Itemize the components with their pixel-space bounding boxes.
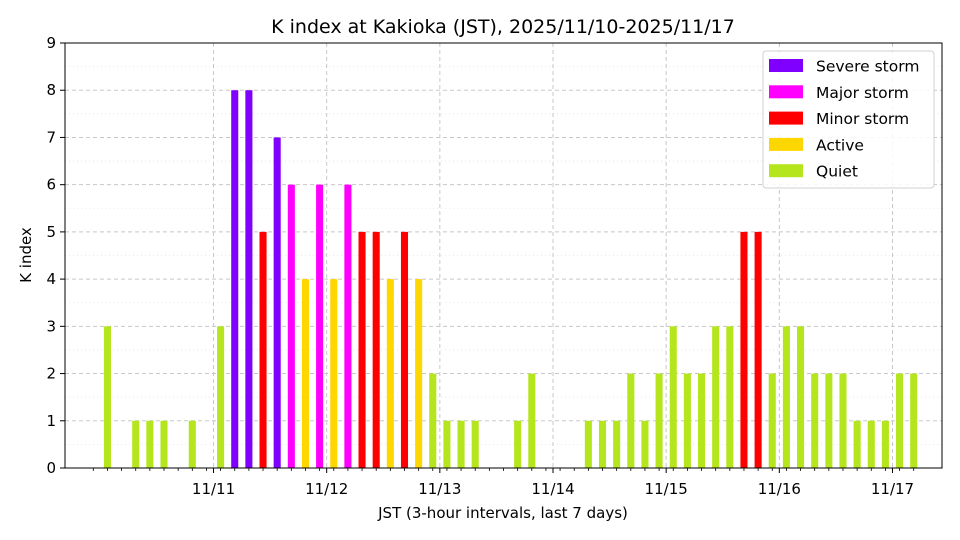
- bar: [344, 184, 352, 468]
- bar: [726, 326, 734, 468]
- bar: [910, 373, 918, 468]
- legend-swatch: [769, 59, 803, 72]
- bar: [386, 279, 394, 468]
- bars: [103, 90, 918, 468]
- bar: [259, 231, 267, 468]
- bar: [188, 420, 196, 468]
- legend: Severe storm Major storm Minor storm Active…: [762, 50, 935, 189]
- y-tick-label: 6: [46, 176, 56, 194]
- x-tick-label: 11/12: [305, 480, 348, 498]
- bar: [245, 90, 253, 468]
- chart-title: K index at Kakioka (JST), 2025/11/10-202…: [271, 16, 735, 38]
- x-axis-label: JST (3-hour intervals, last 7 days): [377, 504, 628, 522]
- bar: [443, 420, 451, 468]
- legend-swatch: [769, 164, 803, 178]
- bar: [825, 373, 833, 468]
- bar: [132, 420, 140, 468]
- x-tick-label: 11/17: [871, 480, 914, 498]
- bar: [853, 420, 861, 468]
- bar: [146, 420, 154, 468]
- bar: [613, 420, 621, 468]
- bar: [697, 373, 706, 468]
- bar: [881, 420, 889, 468]
- bar: [740, 231, 748, 468]
- y-tick-label: 8: [46, 81, 56, 99]
- legend-swatch: [769, 85, 803, 99]
- bar: [372, 231, 380, 468]
- bar: [457, 420, 465, 468]
- bar: [301, 279, 310, 468]
- legend-swatch: [769, 137, 803, 151]
- legend-label: Major storm: [816, 84, 909, 102]
- bar: [273, 137, 281, 468]
- x-tick-label: 11/15: [645, 480, 688, 498]
- y-tick-label: 2: [46, 365, 56, 383]
- bar: [514, 420, 522, 468]
- bar: [627, 373, 635, 468]
- axes: 0 1 2 3 4 5 6 7 8 9 11/11 11/12 11/13 11/14 11/15 11/16…: [46, 34, 943, 498]
- y-tick-label: 9: [46, 34, 56, 52]
- bar: [103, 326, 111, 468]
- bar: [316, 184, 324, 468]
- bar: [797, 326, 805, 468]
- x-tick-label: 11/16: [758, 480, 801, 498]
- x-tick-label: 11/14: [531, 480, 574, 498]
- bar: [655, 373, 663, 468]
- bar: [811, 373, 819, 468]
- bar: [528, 373, 536, 468]
- bar: [358, 231, 366, 468]
- bar: [683, 373, 691, 468]
- bar: [330, 279, 338, 468]
- bar: [471, 420, 479, 468]
- bar: [712, 326, 720, 468]
- legend-label: Minor storm: [816, 110, 909, 128]
- bar: [669, 326, 677, 468]
- bar: [584, 420, 592, 468]
- bar: [768, 373, 776, 468]
- bar: [896, 373, 904, 468]
- bar: [839, 373, 847, 468]
- y-tick-label: 0: [46, 459, 56, 477]
- y-tick-label: 5: [46, 223, 56, 241]
- y-tick-label: 7: [46, 128, 56, 146]
- x-tick-label: 11/13: [418, 480, 461, 498]
- bar: [429, 373, 437, 468]
- bar: [415, 279, 423, 468]
- bar: [400, 231, 409, 468]
- bar: [754, 231, 762, 468]
- y-tick-label: 4: [46, 270, 56, 288]
- bar: [598, 420, 607, 468]
- bar: [217, 326, 225, 468]
- bar: [867, 420, 875, 468]
- y-tick-label: 1: [46, 412, 56, 430]
- bar: [287, 184, 295, 468]
- legend-label: Active: [816, 136, 864, 154]
- legend-box: [762, 50, 935, 189]
- y-axis-label: K index: [17, 227, 35, 283]
- x-tick-label: 11/11: [192, 480, 235, 498]
- legend-label: Quiet: [816, 163, 858, 181]
- bar: [641, 420, 649, 468]
- bar: [160, 420, 168, 468]
- bar: [231, 90, 239, 468]
- legend-swatch: [769, 111, 803, 125]
- legend-label: Severe storm: [816, 58, 919, 76]
- bar: [782, 326, 790, 468]
- y-tick-label: 3: [46, 317, 56, 335]
